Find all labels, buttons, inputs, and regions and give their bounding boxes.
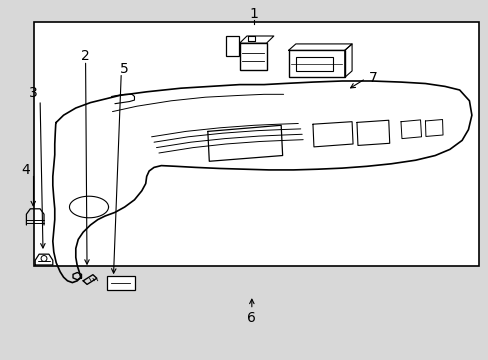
Text: 5: 5 — [120, 62, 129, 76]
Bar — [225, 36, 238, 56]
Bar — [288, 50, 344, 77]
Bar — [106, 276, 135, 290]
Bar — [34, 22, 478, 266]
Text: 1: 1 — [249, 7, 258, 21]
Text: 6: 6 — [247, 311, 256, 324]
Bar — [239, 43, 266, 70]
Text: 4: 4 — [21, 163, 30, 177]
Text: 7: 7 — [368, 72, 377, 85]
Text: 3: 3 — [29, 86, 38, 100]
Bar — [295, 57, 332, 71]
Text: 2: 2 — [81, 49, 90, 63]
